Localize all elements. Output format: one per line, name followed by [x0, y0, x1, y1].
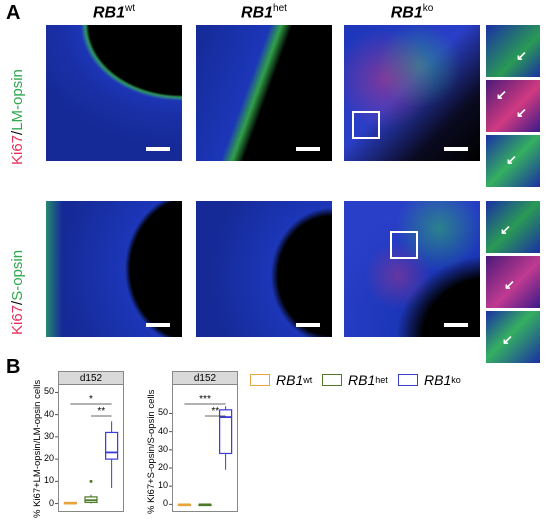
- legend-swatch: [398, 374, 418, 386]
- legend-item-het: RB1 het: [322, 372, 388, 388]
- scale-bar: [146, 323, 170, 327]
- legend-item-wt: RB1 wt: [250, 372, 312, 388]
- panel-letter-a: A: [6, 2, 21, 24]
- zoom-inset-opsin: ↙: [486, 311, 540, 363]
- column-title-het: RB1het: [241, 3, 287, 22]
- y-tick-label: 30: [157, 443, 168, 454]
- y-tick-label: 20: [157, 462, 168, 472]
- y-tick-label: 50: [157, 407, 168, 418]
- y-tick-label: 0: [48, 497, 54, 508]
- scale-bar: [146, 147, 170, 151]
- arrow-icon: ↙: [496, 87, 507, 102]
- arrow-icon: ↙: [502, 332, 513, 347]
- box-RB1ko: [219, 409, 233, 455]
- arrow-icon: ↙: [516, 48, 527, 63]
- legend-swatch: [250, 374, 270, 386]
- legend-item-ko: RB1 ko: [398, 372, 461, 388]
- arrow-icon: ↙: [506, 152, 517, 167]
- micrograph-wt-lm-opsin: [46, 25, 182, 161]
- row-label-lm-opsin: Ki67/LM-opsin: [9, 69, 26, 165]
- scale-bar: [296, 147, 320, 151]
- micrograph-het-s-opsin: [196, 201, 332, 337]
- zoom-inset-ki67: ↙ ↙: [486, 80, 540, 132]
- significance-label: **: [97, 406, 105, 417]
- micrograph-wt-s-opsin: [46, 201, 182, 337]
- column-title-ko: RB1ko: [390, 3, 434, 22]
- row-label-s-opsin: Ki67/S-opsin: [9, 249, 26, 335]
- zoom-inset-merge: ↙: [486, 25, 540, 77]
- micrograph-ko-lm-opsin: [344, 25, 480, 161]
- significance-label: ***: [199, 394, 211, 405]
- y-tick-label: 50: [43, 386, 54, 397]
- scale-bar: [444, 147, 468, 151]
- box-plot-s-opsin: *****: [169, 384, 238, 512]
- arrow-icon: ↙: [500, 222, 511, 237]
- column-title-wt: RB1wt: [92, 3, 135, 22]
- scale-bar: [296, 323, 320, 327]
- micrograph-ko-s-opsin: [344, 201, 480, 337]
- zoom-inset-merge: ↙: [486, 201, 540, 253]
- zoom-region-box: [352, 111, 380, 139]
- outlier-point: [89, 479, 93, 483]
- y-tick-label: 30: [43, 430, 54, 441]
- zoom-inset-opsin: ↙: [486, 135, 540, 187]
- micrograph-het-lm-opsin: [196, 25, 332, 161]
- y-tick-label: 20: [43, 453, 54, 464]
- box-RB1ko: [105, 431, 119, 460]
- zoom-region-box: [390, 231, 418, 259]
- y-tick-label: 0: [162, 498, 168, 509]
- significance-label: **: [211, 406, 219, 417]
- arrow-icon: ↙: [516, 105, 527, 120]
- y-tick-label: 10: [157, 480, 168, 491]
- legend-swatch: [322, 374, 342, 386]
- arrow-icon: ↙: [504, 277, 515, 292]
- significance-label: *: [89, 394, 93, 405]
- scale-bar: [444, 323, 468, 327]
- facet-label: d152: [172, 371, 238, 385]
- zoom-inset-ki67: ↙: [486, 256, 540, 308]
- y-tick-label: 10: [43, 475, 54, 486]
- box-plot-lm-opsin: ***: [55, 384, 124, 512]
- panel-letter-b: B: [6, 356, 21, 378]
- facet-label: d152: [58, 371, 124, 385]
- y-tick-label: 40: [43, 408, 54, 419]
- y-tick-label: 40: [157, 425, 168, 436]
